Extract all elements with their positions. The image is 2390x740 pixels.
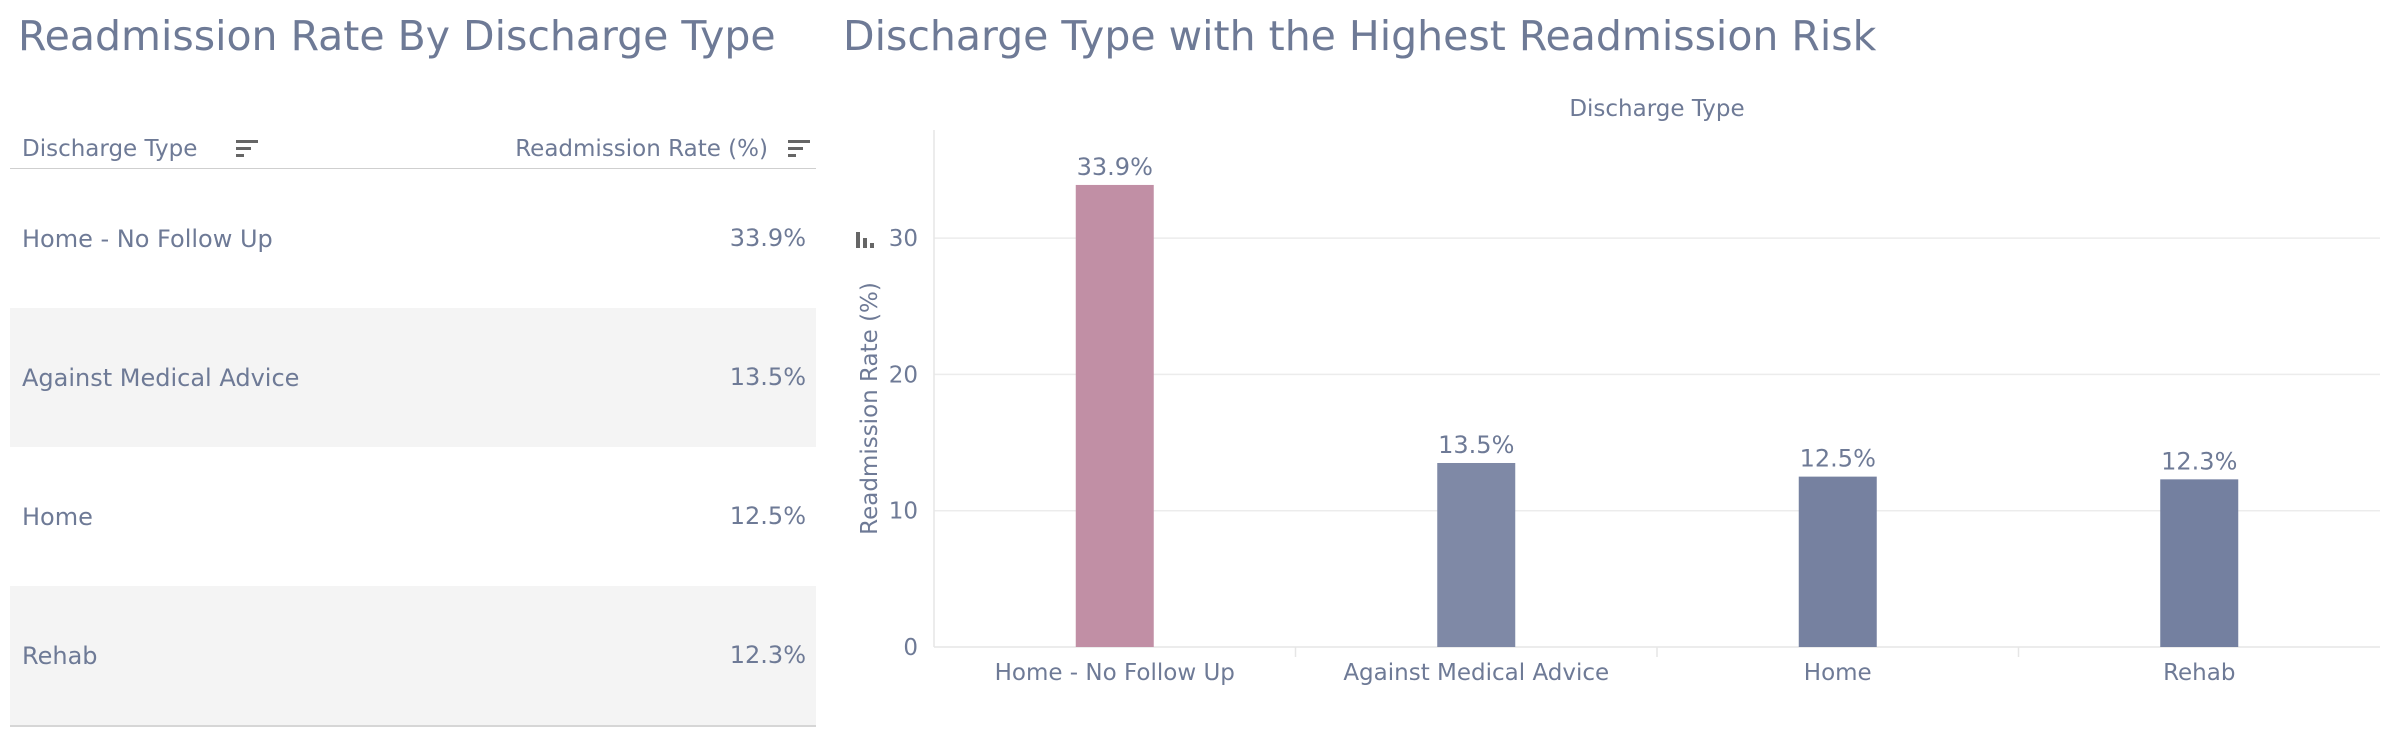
bar[interactable] xyxy=(2160,479,2239,647)
table-row[interactable]: Home 12.5% xyxy=(10,447,816,586)
table-row[interactable]: Home - No Follow Up 33.9% xyxy=(10,169,816,308)
y-axis-title: Readmission Rate (%) xyxy=(857,282,883,535)
bar[interactable] xyxy=(1075,184,1154,647)
header-divider xyxy=(290,168,816,169)
header-readmission-rate[interactable]: Readmission Rate (%) xyxy=(515,136,768,162)
cell-discharge-type: Against Medical Advice xyxy=(22,364,300,392)
cell-readmission-rate: 12.3% xyxy=(729,641,806,669)
table-header: Discharge Type Readmission Rate (%) xyxy=(10,128,816,169)
x-tick-label: Home xyxy=(1804,660,1872,686)
table-bottom-border xyxy=(10,725,816,727)
chart-title: Discharge Type with the Highest Readmiss… xyxy=(843,12,1877,60)
cell-readmission-rate: 33.9% xyxy=(729,224,806,252)
y-tick-label: 20 xyxy=(889,362,918,388)
table-row[interactable]: Against Medical Advice 13.5% xyxy=(10,308,816,447)
y-tick-label: 10 xyxy=(889,499,918,525)
bar-chart: Discharge Type 0 10 20 30 Readmission Rate (%… xyxy=(856,96,2380,686)
readmission-table: Discharge Type Readmission Rate (%) Home… xyxy=(10,128,816,727)
sort-icon[interactable] xyxy=(788,140,810,158)
sort-icon[interactable] xyxy=(236,140,258,158)
data-label: 12.5% xyxy=(1800,445,1876,473)
bar-chart-icon[interactable] xyxy=(856,232,874,248)
cell-discharge-type: Rehab xyxy=(22,642,98,670)
bar[interactable] xyxy=(1798,476,1877,647)
x-tick-label: Against Medical Advice xyxy=(1343,660,1609,686)
chart-header-label: Discharge Type xyxy=(1569,96,1744,122)
data-label: 12.3% xyxy=(2161,447,2237,475)
table-row[interactable]: Rehab 12.3% xyxy=(10,586,816,725)
table-title: Readmission Rate By Discharge Type xyxy=(18,12,776,60)
data-label: 13.5% xyxy=(1438,431,1514,459)
header-discharge-type[interactable]: Discharge Type xyxy=(22,136,198,162)
cell-discharge-type: Home - No Follow Up xyxy=(22,225,273,253)
x-tick-label: Home - No Follow Up xyxy=(995,660,1235,686)
cell-discharge-type: Home xyxy=(22,503,93,531)
y-tick-label: 0 xyxy=(903,635,918,661)
header-divider xyxy=(10,168,290,169)
cell-readmission-rate: 12.5% xyxy=(729,502,806,530)
y-tick-label: 30 xyxy=(889,226,918,252)
cell-readmission-rate: 13.5% xyxy=(729,363,806,391)
bar[interactable] xyxy=(1437,462,1516,647)
data-label: 33.9% xyxy=(1077,153,1153,181)
x-tick-label: Rehab xyxy=(2163,660,2235,686)
table-body: Home - No Follow Up 33.9% Against Medica… xyxy=(10,169,816,725)
